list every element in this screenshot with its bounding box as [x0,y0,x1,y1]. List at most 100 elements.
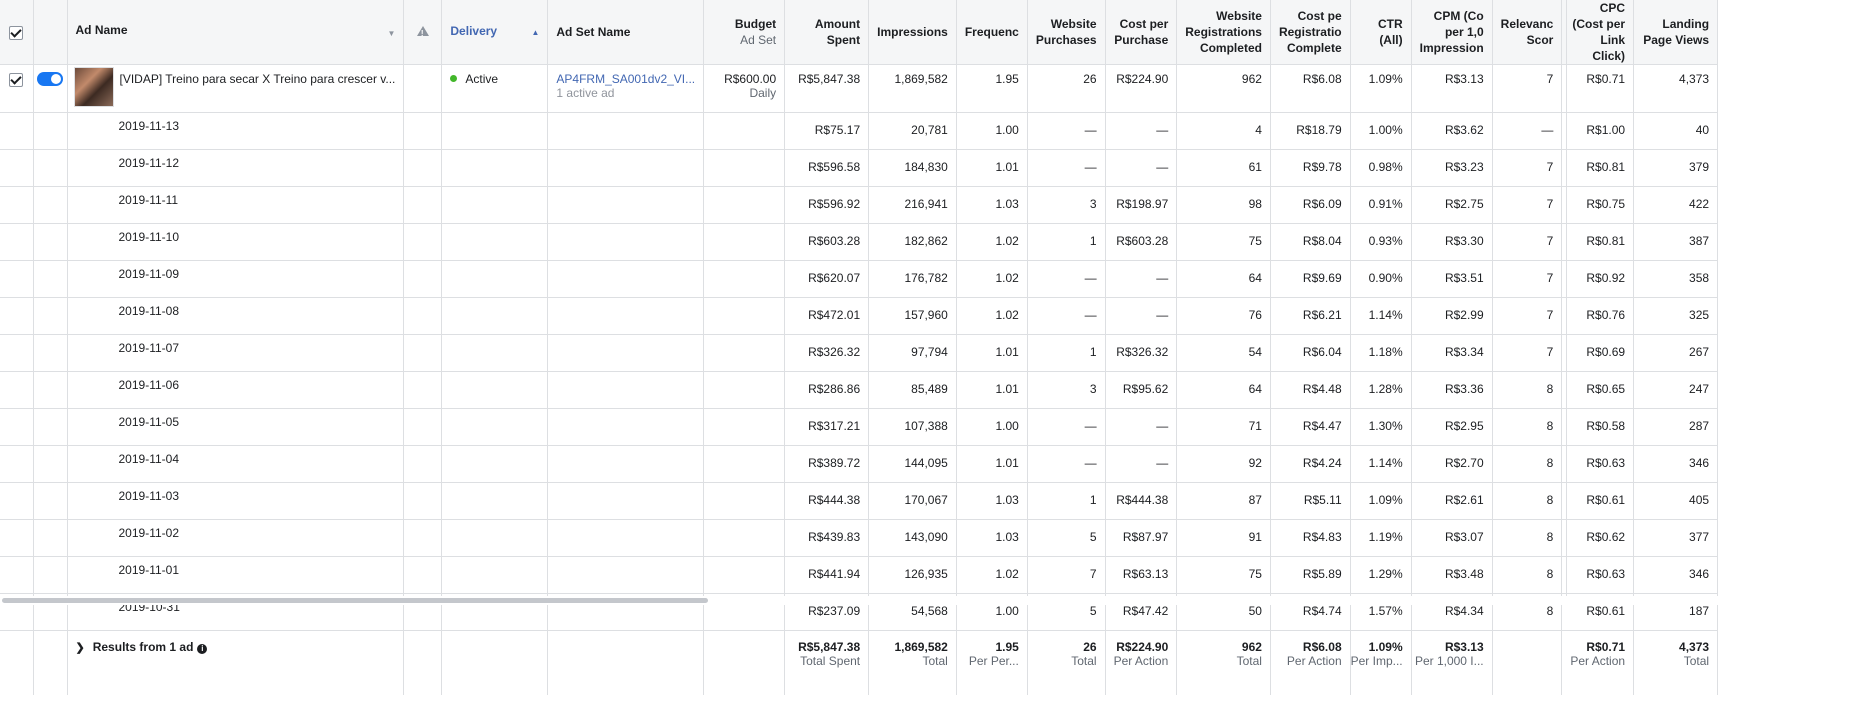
table-row: 2019-11-11 R$596.92 216,941 1.03 3 R$198.97 98… [0,186,1719,224]
row-landing-page-views: 287 [1633,408,1719,446]
row-landing-page-views: 405 [1633,482,1719,520]
ad-toggle-cell[interactable] [33,64,68,113]
row-cpm: R$2.99 [1411,297,1493,335]
row-cpc: R$0.65 [1561,371,1635,409]
row-relevance: 7 [1492,260,1563,298]
row-relevance: 7 [1492,186,1563,224]
row-frequency: 1.00 [956,112,1028,150]
ad-name-cell[interactable]: [VIDAP] Treino para secar X Treino para … [67,64,405,113]
delivery-status: Active [465,72,499,86]
row-landing-page-views: 325 [1633,297,1719,335]
column-budget[interactable]: Budget Ad Set [703,0,786,65]
row-landing-page-views: 422 [1633,186,1719,224]
row-cost-per-purchase: R$63.13 [1105,556,1178,594]
column-cpc[interactable]: CPC (Cost per Link Click) [1561,0,1635,65]
row-amount-spent: R$389.72 [784,445,870,483]
column-landing-page-views[interactable]: Landing Page Views [1633,0,1719,65]
column-ctr[interactable]: CTR (All) [1350,0,1412,65]
ad-select-cell[interactable] [0,64,34,113]
row-impressions: 143,090 [868,519,957,557]
row-cpm: R$2.70 [1411,445,1493,483]
row-relevance: 7 [1492,223,1563,261]
total-frequency: 1.95 Per Per... [956,630,1028,695]
chevron-right-icon[interactable]: ❯ [75,642,85,654]
row-registrations: 64 [1176,371,1271,409]
row-impressions: 126,935 [868,556,957,594]
column-delivery[interactable]: Delivery ▲ [441,0,549,65]
row-date: 2019-11-12 [67,149,405,187]
table-right-edge [1566,0,1567,596]
ad-delivery-cell: Active [441,64,549,113]
row-impressions: 170,067 [868,482,957,520]
row-amount-spent: R$326.32 [784,334,870,372]
ad-set-link[interactable]: AP4FRM_SA001dv2_VI... [556,72,696,86]
ad-cpc: R$0.71 [1561,64,1635,113]
ad-name[interactable]: [VIDAP] Treino para secar X Treino para … [119,72,396,86]
table-row: 2019-11-03 R$444.38 170,067 1.03 1 R$444.38 87… [0,482,1719,520]
scrollbar-thumb[interactable] [2,598,708,603]
ad-budget-cell[interactable]: R$600.00 Daily [703,64,786,113]
row-cpm: R$3.48 [1411,556,1493,594]
row-impressions: 144,095 [868,445,957,483]
toggle-icon[interactable] [37,71,63,86]
row-registrations: 75 [1176,223,1271,261]
column-ad-name[interactable]: Ad Name ▼ [67,0,405,65]
column-impressions[interactable]: Impressions [868,0,957,65]
row-cost-per-purchase: R$95.62 [1105,371,1178,409]
row-frequency: 1.02 [956,297,1028,335]
select-all-checkbox-icon[interactable] [9,25,24,40]
column-cost-per-purchase[interactable]: Cost per Purchase [1105,0,1178,65]
row-impressions: 20,781 [868,112,957,150]
ad-set-cell[interactable]: AP4FRM_SA001dv2_VI... 1 active ad [547,64,705,113]
column-amount-spent[interactable]: Amount Spent [784,0,870,65]
row-landing-page-views: 379 [1633,149,1719,187]
row-cpc: R$0.63 [1561,445,1635,483]
column-website-registrations[interactable]: Website Registrations Completed [1176,0,1271,65]
row-cost-per-purchase: R$603.28 [1105,223,1178,261]
row-purchases: 1 [1027,482,1106,520]
column-cpm[interactable]: CPM (Co per 1,0 Impression [1411,0,1493,65]
ad-checkbox-icon[interactable] [9,72,24,87]
row-impressions: 107,388 [868,408,957,446]
table-row: 2019-11-01 R$441.94 126,935 1.02 7 R$63.13 75 R… [0,556,1719,594]
table-row: 2019-11-08 R$472.01 157,960 1.02— —76 R$6.21 1… [0,297,1719,335]
ad-row[interactable]: [VIDAP] Treino para secar X Treino para … [0,64,1719,113]
row-registrations: 64 [1176,260,1271,298]
column-cost-per-registration[interactable]: Cost pe Registratio Complete [1270,0,1351,65]
total-impressions: 1,869,582 Total [868,630,957,695]
row-relevance: 7 [1492,149,1563,187]
ad-thumbnail[interactable] [73,67,114,107]
row-ctr: 0.98% [1350,149,1412,187]
row-purchases: 3 [1027,371,1106,409]
column-warning[interactable] [403,0,443,65]
sort-asc-icon[interactable]: ▲ [531,28,540,37]
row-frequency: 1.03 [956,519,1028,557]
total-spent: R$5,847.38 Total Spent [784,630,870,695]
total-purchases: 26 Total [1027,630,1106,695]
row-cpm: R$3.30 [1411,223,1493,261]
results-summary[interactable]: ❯ Results from 1 ad i [67,630,405,695]
row-ctr: 1.14% [1350,297,1412,335]
row-cost-per-purchase: — [1105,260,1178,298]
row-relevance: 8 [1492,408,1563,446]
row-ctr: 1.09% [1350,482,1412,520]
ad-frequency: 1.95 [956,64,1028,113]
select-all-header[interactable] [0,0,34,65]
row-frequency: 1.02 [956,260,1028,298]
column-frequency[interactable]: Frequenc [956,0,1028,65]
table-row: 2019-11-07 R$326.32 97,794 1.01 1 R$326.32 54 R… [0,334,1719,372]
row-impressions: 182,862 [868,223,957,261]
row-registrations: 98 [1176,186,1271,224]
row-cost-per-registration: R$4.48 [1270,371,1351,409]
ad-cpm: R$3.13 [1411,64,1493,113]
sort-icon[interactable]: ▼ [387,29,396,38]
horizontal-scrollbar[interactable] [0,596,1862,605]
row-amount-spent: R$439.83 [784,519,870,557]
column-ad-set-name[interactable]: Ad Set Name [547,0,705,65]
info-icon[interactable]: i [197,644,208,654]
row-ctr: 1.14% [1350,445,1412,483]
table-row: 2019-11-09 R$620.07 176,782 1.02— —64 R$9.69 0… [0,260,1719,298]
column-website-purchases[interactable]: Website Purchases [1027,0,1106,65]
row-date: 2019-11-02 [67,519,405,557]
column-relevance-score[interactable]: Relevanc Scor [1492,0,1563,65]
